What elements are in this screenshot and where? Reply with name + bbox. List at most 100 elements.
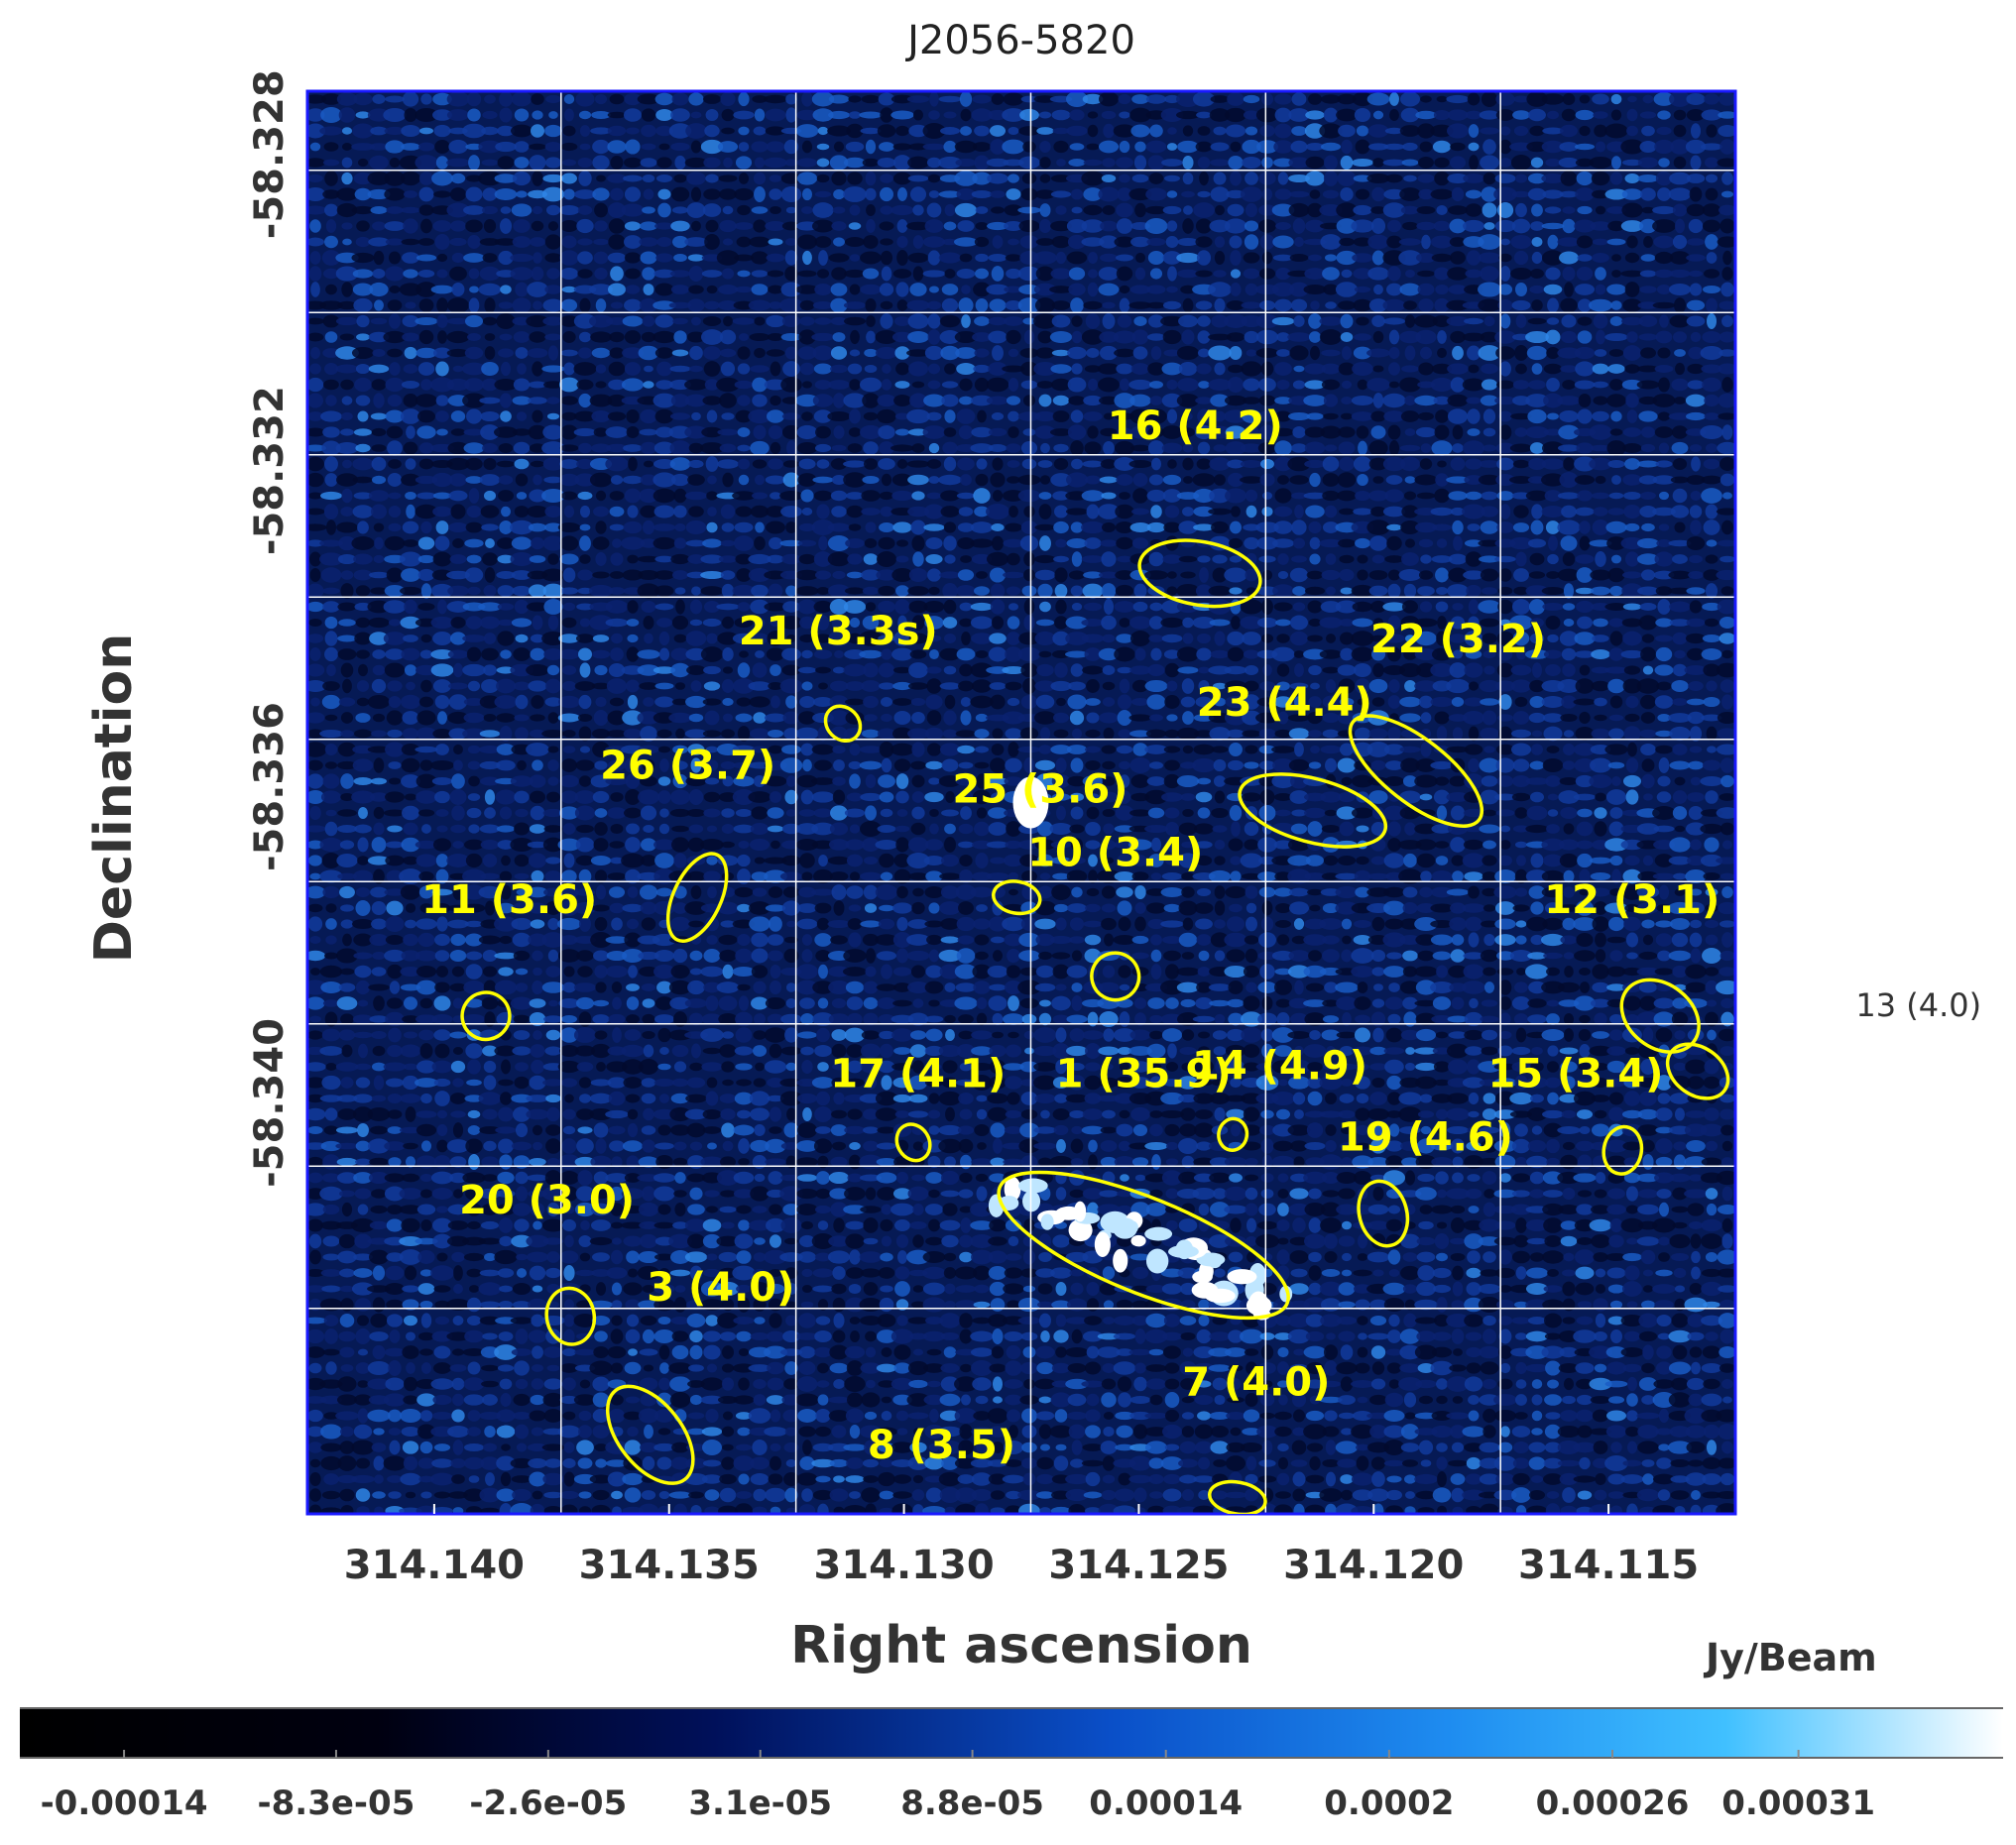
noise-blob [482, 443, 498, 453]
noise-blob [957, 536, 975, 550]
noise-blob [1099, 712, 1119, 724]
noise-blob [1224, 932, 1247, 948]
noise-blob [1595, 949, 1606, 963]
noise-blob [654, 682, 674, 690]
noise-blob [1624, 522, 1640, 532]
noise-blob [642, 206, 655, 214]
noise-blob [1017, 266, 1041, 282]
noise-blob [1230, 141, 1242, 153]
noise-blob [1240, 616, 1263, 630]
noise-blob [1529, 695, 1545, 709]
noise-blob [942, 617, 958, 629]
noise-blob [1292, 425, 1306, 439]
noise-blob [1701, 364, 1722, 374]
noise-blob [1114, 440, 1135, 456]
noise-blob [1655, 460, 1673, 468]
noise-blob [989, 125, 1007, 137]
noise-blob [563, 362, 575, 376]
noise-blob [653, 269, 675, 279]
noise-blob [795, 839, 819, 851]
noise-blob [465, 616, 483, 630]
noise-blob [1561, 647, 1577, 661]
noise-blob [1718, 363, 1735, 375]
noise-blob [340, 379, 354, 391]
noise-blob [1180, 793, 1196, 801]
noise-blob [751, 141, 769, 153]
noise-blob [1403, 491, 1417, 501]
noise-blob [1658, 158, 1670, 168]
noise-blob [1510, 679, 1532, 693]
noise-blob [1717, 711, 1735, 725]
noise-blob [1481, 587, 1498, 595]
noise-blob [1557, 347, 1581, 359]
noise-blob [1304, 123, 1326, 139]
noise-blob [1339, 569, 1355, 581]
noise-blob [1098, 396, 1120, 405]
noise-blob [1273, 602, 1293, 612]
noise-blob [785, 809, 797, 817]
noise-blob [925, 694, 943, 710]
noise-blob [1208, 869, 1232, 883]
noise-blob [1325, 254, 1337, 262]
noise-blob [1493, 186, 1517, 202]
noise-blob [1303, 492, 1327, 500]
noise-blob [1050, 268, 1072, 280]
noise-blob [307, 508, 325, 516]
noise-blob [750, 728, 770, 740]
noise-blob [1020, 520, 1038, 534]
noise-blob [1414, 395, 1438, 406]
noise-blob [466, 505, 482, 519]
noise-blob [368, 617, 390, 629]
noise-blob [1102, 313, 1116, 329]
noise-blob [340, 919, 354, 929]
noise-blob [1430, 124, 1454, 138]
noise-blob [716, 744, 740, 755]
noise-blob [1716, 807, 1735, 819]
noise-blob [402, 252, 419, 264]
noise-blob [1287, 411, 1311, 421]
noise-blob [1309, 904, 1321, 912]
noise-blob [496, 744, 516, 755]
noise-blob [1719, 920, 1735, 928]
noise-blob [700, 554, 724, 564]
noise-blob [1511, 599, 1531, 615]
noise-blob [1368, 457, 1388, 471]
noise-blob [1382, 506, 1406, 518]
noise-blob [976, 904, 988, 912]
noise-blob [431, 472, 453, 488]
noise-blob [1229, 235, 1243, 249]
noise-blob [928, 110, 940, 120]
noise-blob [371, 900, 387, 916]
noise-blob [1513, 125, 1529, 137]
noise-blob [684, 379, 708, 391]
noise-blob [723, 157, 733, 169]
noise-blob [1642, 934, 1654, 946]
noise-blob [336, 202, 358, 218]
noise-blob [879, 142, 894, 152]
noise-blob [813, 868, 833, 884]
noise-blob [514, 872, 530, 880]
noise-blob [1420, 742, 1432, 757]
noise-blob [1305, 855, 1325, 866]
noise-blob [1558, 424, 1580, 440]
noise-blob [875, 329, 898, 345]
noise-blob [814, 317, 832, 325]
noise-blob [1244, 839, 1259, 851]
noise-blob [500, 884, 512, 900]
noise-blob [782, 711, 800, 725]
noise-blob [1258, 932, 1276, 948]
noise-blob [528, 933, 547, 947]
noise-blob [1018, 156, 1040, 170]
noise-blob [1594, 821, 1607, 837]
noise-blob [1231, 821, 1241, 837]
noise-blob [450, 428, 466, 436]
noise-blob [908, 124, 928, 138]
noise-blob [1669, 760, 1691, 770]
noise-blob [700, 139, 724, 155]
noise-blob [1338, 538, 1356, 548]
noise-blob [573, 313, 597, 329]
noise-blob [1116, 363, 1133, 375]
noise-blob [1083, 159, 1103, 167]
noise-blob [594, 965, 608, 979]
